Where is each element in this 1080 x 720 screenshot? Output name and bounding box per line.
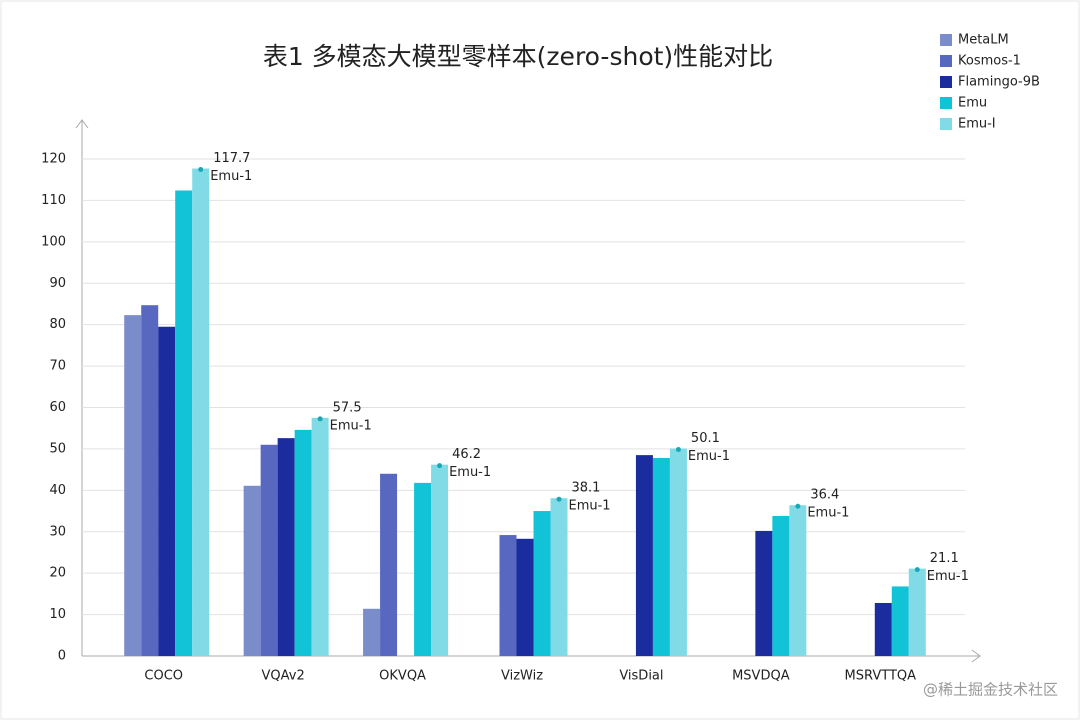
value-label: 46.2 bbox=[452, 447, 481, 462]
y-tick-label: 30 bbox=[49, 524, 66, 539]
y-tick-label: 70 bbox=[49, 359, 66, 374]
peak-dot bbox=[914, 567, 920, 573]
value-label: 57.5 bbox=[333, 400, 362, 415]
annotation-label: Emu-1 bbox=[210, 169, 252, 184]
y-tick-label: 20 bbox=[49, 566, 66, 581]
y-tick-label: 10 bbox=[49, 607, 66, 622]
y-tick-label: 40 bbox=[49, 483, 66, 498]
peak-dot bbox=[556, 496, 562, 502]
bar bbox=[141, 305, 159, 656]
y-tick-label: 100 bbox=[41, 234, 66, 249]
value-label: 21.1 bbox=[930, 551, 959, 566]
legend-swatch bbox=[940, 34, 952, 46]
bar bbox=[669, 448, 687, 656]
annotation-label: Emu-1 bbox=[569, 499, 611, 514]
y-tick-label: 110 bbox=[41, 193, 66, 208]
peak-dot bbox=[317, 416, 323, 422]
bar bbox=[277, 438, 295, 656]
bar bbox=[363, 608, 381, 656]
peak-dot bbox=[795, 503, 801, 509]
x-tick-label: MSVDQA bbox=[732, 669, 790, 684]
peak-dot bbox=[437, 463, 443, 469]
bar bbox=[243, 485, 261, 656]
bar bbox=[192, 168, 210, 657]
y-tick-label: 80 bbox=[49, 317, 66, 332]
y-tick-label: 50 bbox=[49, 441, 66, 456]
y-tick-label: 90 bbox=[49, 276, 66, 291]
annotation-label: Emu-1 bbox=[807, 506, 849, 521]
value-label: 36.4 bbox=[810, 488, 839, 503]
bar bbox=[874, 602, 892, 656]
legend-label: Emu bbox=[958, 96, 987, 111]
bar bbox=[533, 511, 551, 656]
y-axis-arrow bbox=[75, 119, 89, 129]
x-tick-label: VQAv2 bbox=[262, 669, 305, 684]
peak-dot bbox=[198, 167, 204, 173]
value-label: 117.7 bbox=[213, 151, 250, 166]
legend-swatch bbox=[940, 55, 952, 67]
bar bbox=[311, 417, 329, 656]
bar bbox=[516, 538, 534, 656]
x-tick-label: MSRVTTQA bbox=[845, 669, 917, 684]
bar bbox=[550, 498, 568, 656]
chart-title: 表1 多模态大模型零样本(zero-shot)性能对比 bbox=[263, 42, 773, 71]
value-label: 50.1 bbox=[691, 431, 720, 446]
legend-label: Kosmos-1 bbox=[958, 54, 1021, 69]
legend-swatch bbox=[940, 76, 952, 88]
y-tick-label: 0 bbox=[58, 649, 66, 664]
x-tick-label: OKVQA bbox=[379, 669, 426, 684]
legend-swatch bbox=[940, 118, 952, 130]
legend-swatch bbox=[940, 97, 952, 109]
bar bbox=[294, 429, 312, 656]
annotation-label: Emu-1 bbox=[449, 465, 491, 480]
bar bbox=[772, 516, 790, 656]
annotation-label: Emu-1 bbox=[688, 449, 730, 464]
bar bbox=[124, 315, 142, 656]
bar bbox=[158, 326, 176, 656]
watermark: @稀土掘金技术社区 bbox=[923, 681, 1058, 699]
annotation-label: Emu-1 bbox=[330, 418, 372, 433]
x-tick-label: COCO bbox=[144, 669, 183, 684]
x-tick-label: VisDial bbox=[619, 669, 663, 684]
peak-dot bbox=[675, 447, 681, 453]
bar bbox=[635, 455, 653, 656]
bar bbox=[652, 458, 670, 656]
bar bbox=[414, 482, 432, 656]
y-tick-label: 120 bbox=[41, 152, 66, 167]
legend-label: Flamingo-9B bbox=[958, 75, 1040, 90]
bar bbox=[755, 530, 773, 656]
legend-label: MetaLM bbox=[958, 33, 1009, 48]
bar bbox=[908, 568, 926, 656]
y-tick-label: 60 bbox=[49, 400, 66, 415]
bar bbox=[380, 473, 398, 656]
legend-label: Emu-I bbox=[958, 117, 996, 132]
bar bbox=[891, 586, 909, 656]
bar bbox=[431, 464, 449, 656]
x-axis-arrow bbox=[971, 649, 981, 663]
x-tick-label: VizWiz bbox=[501, 669, 543, 684]
annotation-label: Emu-1 bbox=[927, 569, 969, 584]
value-label: 38.1 bbox=[572, 481, 601, 496]
bar bbox=[260, 444, 278, 656]
bar bbox=[175, 190, 193, 656]
bar bbox=[499, 535, 517, 656]
bar bbox=[789, 505, 807, 656]
